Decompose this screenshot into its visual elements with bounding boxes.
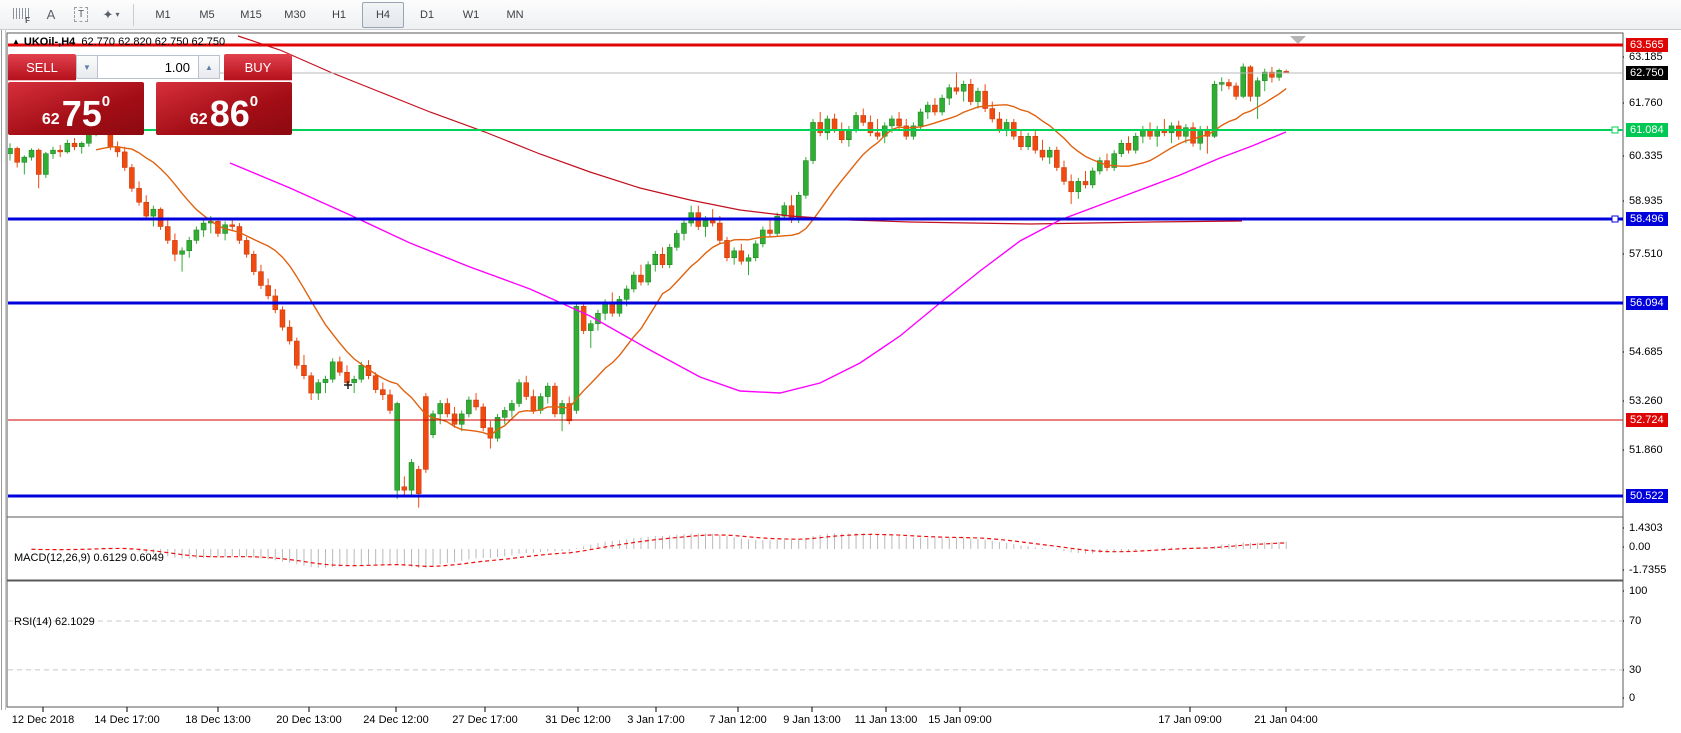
macd-label: MACD(12,26,9) 0.6129 0.6049 bbox=[14, 552, 164, 564]
time-label: 3 Jan 17:00 bbox=[627, 714, 685, 726]
time-label: 24 Dec 12:00 bbox=[363, 714, 429, 726]
timeframe-group: M1 M5 M15 M30 H1 H4 D1 W1 MN bbox=[141, 1, 537, 28]
time-label: 14 Dec 17:00 bbox=[94, 714, 160, 726]
timeframe-button-m5[interactable]: M5 bbox=[199, 8, 215, 21]
indicator-list-icon: F bbox=[13, 7, 30, 25]
objects-dropdown-button[interactable]: ✦ ▾ bbox=[97, 2, 125, 28]
text-tool-button[interactable]: T bbox=[67, 2, 95, 28]
rsi-tick-100: 100 bbox=[1629, 585, 1648, 597]
symbol-arrow-icon: ▲ bbox=[12, 37, 20, 46]
time-label: 21 Jan 04:00 bbox=[1254, 714, 1318, 726]
timeframe-button-m1[interactable]: M1 bbox=[155, 8, 171, 21]
ma-red-line bbox=[237, 35, 1243, 225]
volume-input[interactable] bbox=[98, 55, 198, 79]
time-label: 15 Jan 09:00 bbox=[928, 714, 992, 726]
macd-signal-line bbox=[31, 533, 1287, 567]
rsi-panel-frame bbox=[6, 580, 1624, 708]
ma-orange-line bbox=[95, 87, 1287, 437]
timeframe-button-m30[interactable]: M30 bbox=[284, 8, 306, 21]
chevron-down-icon: ▾ bbox=[115, 10, 120, 19]
timeframe-button-d1[interactable]: D1 bbox=[419, 8, 435, 21]
time-label: 9 Jan 13:00 bbox=[783, 714, 841, 726]
timeframe-button-h1[interactable]: H1 bbox=[331, 8, 347, 21]
price-tick-61.760: 61.760 bbox=[1629, 97, 1663, 109]
chart-title: ▲ UKOil-,H4 62.770 62.820 62.750 62.750 bbox=[12, 36, 225, 48]
price-tick-54.685: 54.685 bbox=[1629, 346, 1663, 358]
label-tool-button[interactable]: A bbox=[37, 2, 65, 28]
price-badge-50.522: 50.522 bbox=[1626, 489, 1668, 503]
sell-button[interactable]: SELL bbox=[8, 54, 76, 81]
buy-price-big: 86 bbox=[209, 93, 250, 134]
price-tick-63.185: 63.185 bbox=[1629, 51, 1663, 63]
price-tick-58.935: 58.935 bbox=[1629, 195, 1663, 207]
timeframe-button-m15[interactable]: M15 bbox=[240, 8, 262, 21]
rsi-tick-70: 70 bbox=[1629, 615, 1642, 627]
chart-shift-marker[interactable] bbox=[1290, 36, 1306, 44]
symbol-name: UKOil-,H4 bbox=[23, 36, 76, 48]
buy-price-display[interactable]: 62 86 0 bbox=[156, 82, 292, 135]
buy-price-small: 62 bbox=[189, 111, 208, 128]
toolbar: F A T ✦ ▾ M1 M5 M15 M30 H1 H4 D1 W1 MN bbox=[0, 0, 1681, 30]
price-badge-63.565: 63.565 bbox=[1626, 38, 1668, 52]
price-badge-62.750: 62.750 bbox=[1626, 66, 1668, 80]
macd-tick--1.7355: -1.7355 bbox=[1629, 564, 1667, 576]
time-label: 12 Dec 2018 bbox=[11, 714, 75, 726]
sell-price-sup: 0 bbox=[101, 93, 111, 110]
rsi-tick-0: 0 bbox=[1629, 692, 1636, 704]
indicators-icon[interactable]: F bbox=[7, 2, 35, 28]
volume-increase-button[interactable]: ▲ bbox=[198, 55, 220, 79]
price-badge-61.084: 61.084 bbox=[1626, 123, 1668, 137]
cross-marker[interactable] bbox=[344, 381, 352, 389]
macd-layer bbox=[31, 533, 1287, 569]
price-tick-51.860: 51.860 bbox=[1629, 444, 1663, 456]
one-click-trading-panel: SELL ▼ ▲ BUY 62 75 0 62 86 0 bbox=[8, 54, 292, 135]
macd-panel-frame bbox=[6, 516, 1624, 581]
text-box-icon: T bbox=[73, 7, 89, 22]
price-badge-58.496: 58.496 bbox=[1626, 212, 1668, 226]
sell-price-big: 75 bbox=[61, 93, 102, 134]
timeframe-button-w1[interactable]: W1 bbox=[462, 8, 480, 21]
macd-tick-1.4303: 1.4303 bbox=[1629, 522, 1663, 534]
ohlc-values: 62.770 62.820 62.750 62.750 bbox=[81, 36, 226, 48]
ma-magenta-line bbox=[229, 131, 1287, 394]
time-label: 18 Dec 13:00 bbox=[185, 714, 251, 726]
price-axis[interactable]: 63.185 61.760 60.335 58.935 57.510 54.685 53.2… bbox=[1624, 30, 1681, 733]
price-badge-52.724: 52.724 bbox=[1626, 413, 1668, 427]
hline-handle-58.496[interactable] bbox=[1611, 215, 1619, 223]
price-tick-57.510: 57.510 bbox=[1629, 248, 1663, 260]
time-label: 17 Jan 09:00 bbox=[1158, 714, 1222, 726]
rsi-label: RSI(14) 62.1029 bbox=[14, 616, 95, 628]
rsi-tick-30: 30 bbox=[1629, 664, 1642, 676]
time-label: 7 Jan 12:00 bbox=[709, 714, 767, 726]
sell-price-display[interactable]: 62 75 0 bbox=[8, 82, 144, 135]
time-label: 11 Jan 13:00 bbox=[854, 714, 918, 726]
price-tick-60.335: 60.335 bbox=[1629, 150, 1663, 162]
buy-price-sup: 0 bbox=[249, 93, 259, 110]
time-label: 31 Dec 12:00 bbox=[545, 714, 611, 726]
timeframe-button-h4[interactable]: H4 bbox=[362, 1, 404, 28]
macd-tick-0.00: 0.00 bbox=[1629, 541, 1651, 553]
time-label: 20 Dec 13:00 bbox=[276, 714, 342, 726]
chart-area[interactable]: ▲ UKOil-,H4 62.770 62.820 62.750 62.750 S… bbox=[0, 30, 1681, 733]
toolbar-separator bbox=[133, 3, 134, 26]
hline-handle-61.084[interactable] bbox=[1611, 126, 1619, 134]
volume-decrease-button[interactable]: ▼ bbox=[76, 55, 98, 79]
text-label-icon: A bbox=[46, 7, 56, 22]
main-chart-layer bbox=[8, 35, 1290, 508]
sell-price-small: 62 bbox=[41, 111, 60, 128]
candles-group bbox=[8, 63, 1290, 508]
time-label: 27 Dec 17:00 bbox=[452, 714, 518, 726]
timeframe-button-mn[interactable]: MN bbox=[506, 8, 524, 21]
buy-button[interactable]: BUY bbox=[224, 54, 292, 81]
chart-canvas[interactable] bbox=[0, 30, 1681, 733]
arrows-icon: ✦ bbox=[102, 6, 114, 22]
price-badge-56.094: 56.094 bbox=[1626, 296, 1668, 310]
price-tick-53.260: 53.260 bbox=[1629, 395, 1663, 407]
